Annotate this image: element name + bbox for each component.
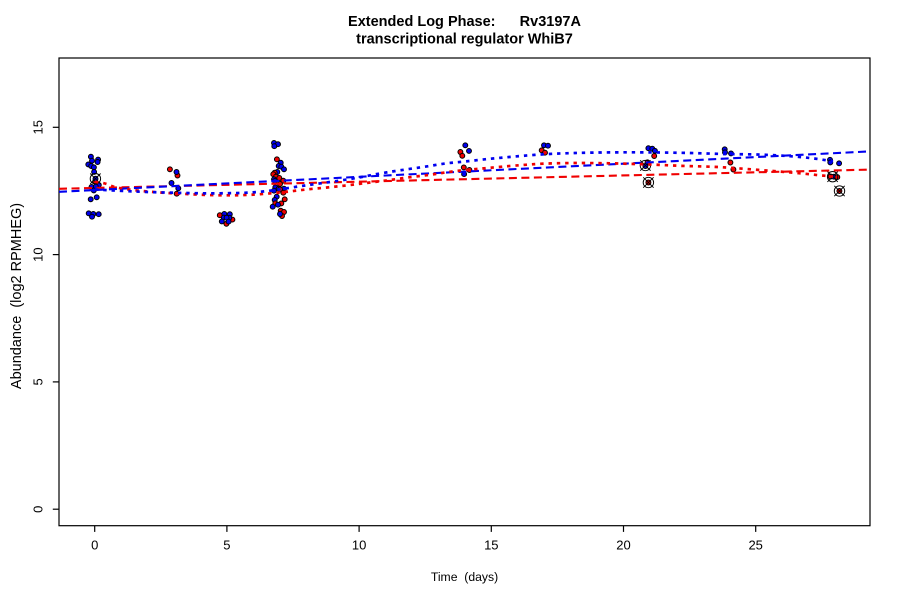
svg-text:transcriptional regulator WhiB: transcriptional regulator WhiB7 <box>356 32 573 48</box>
svg-text:Abundance (log2 RPMHEG): Abundance (log2 RPMHEG) <box>9 203 25 389</box>
svg-text:Time (days): Time (days) <box>431 570 498 584</box>
svg-text:25: 25 <box>748 538 762 553</box>
svg-text:0: 0 <box>30 506 45 513</box>
svg-text:10: 10 <box>352 538 366 553</box>
svg-text:10: 10 <box>30 247 45 261</box>
svg-text:0: 0 <box>91 538 98 553</box>
svg-text:5: 5 <box>30 378 45 385</box>
svg-text:5: 5 <box>223 538 230 553</box>
svg-text:15: 15 <box>484 538 498 553</box>
svg-text:15: 15 <box>30 120 45 134</box>
svg-text:20: 20 <box>616 538 630 553</box>
svg-text:Extended Log Phase: Rv319: Extended Log Phase: Rv3197A <box>348 14 581 30</box>
